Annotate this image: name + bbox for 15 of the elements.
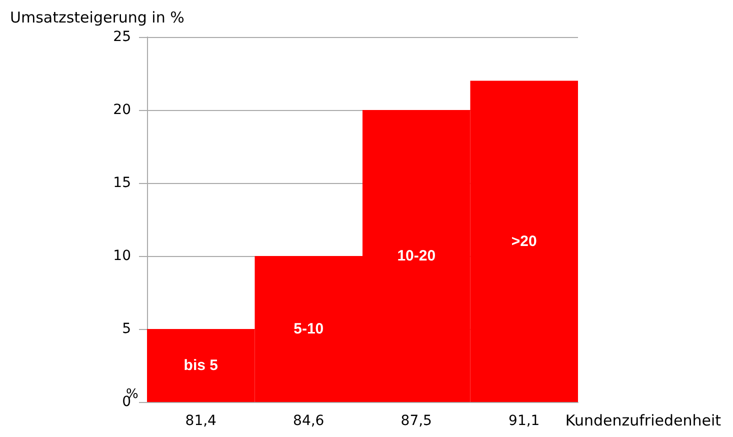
y-tick-label: 5	[122, 321, 131, 337]
y-tick-label: 20	[113, 102, 131, 118]
y-tick-label: 15	[113, 175, 131, 191]
y-tick-label: 25	[113, 29, 131, 45]
y-axis-title: Umsatzsteigerung in %	[10, 8, 184, 26]
data-label: 5-10	[294, 320, 324, 338]
x-tick-label: 81,4	[185, 413, 217, 429]
x-tick-label: 87,5	[400, 413, 432, 429]
x-tick-label: 84,6	[293, 413, 324, 429]
data-label: bis 5	[184, 357, 218, 374]
x-axis-title: Kundenzufriedenheit	[565, 412, 722, 430]
data-label: 10-20	[397, 248, 436, 264]
data-label: >20	[511, 232, 537, 250]
x-tick-label: 91,1	[508, 413, 540, 429]
y-tick-label: 10	[113, 248, 131, 264]
